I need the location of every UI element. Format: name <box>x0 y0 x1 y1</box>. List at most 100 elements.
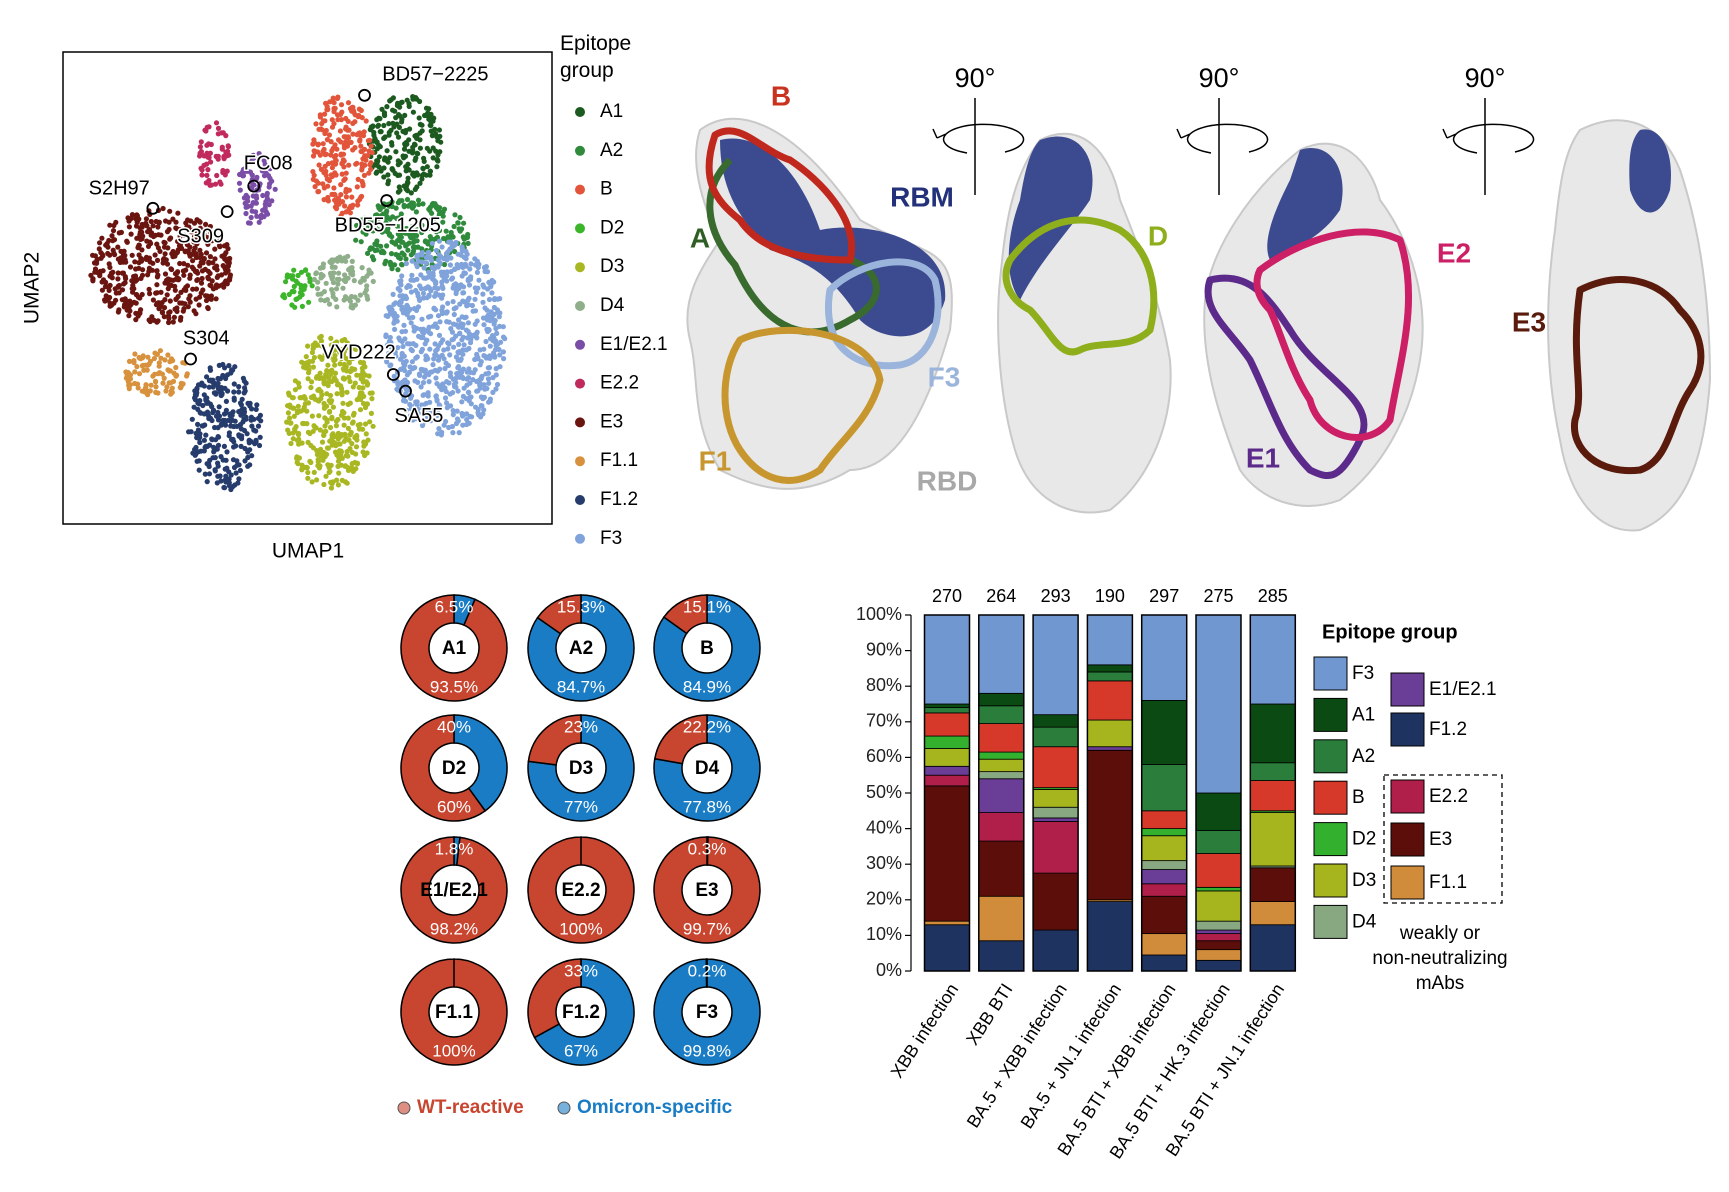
umap-point <box>428 331 434 337</box>
umap-point <box>474 353 480 360</box>
umap-point <box>103 279 109 285</box>
umap-point <box>162 271 169 277</box>
umap-point <box>225 246 231 252</box>
bar-segment <box>924 748 970 767</box>
umap-point <box>192 245 198 251</box>
umap-point <box>362 220 368 226</box>
umap-point <box>334 304 340 310</box>
umap-point <box>349 108 355 114</box>
umap-point <box>489 277 495 284</box>
umap-point <box>456 283 462 289</box>
umap-point <box>187 293 193 299</box>
umap-point <box>464 335 471 341</box>
umap-point <box>357 224 364 230</box>
umap-point <box>262 201 268 207</box>
umap-point <box>240 419 246 425</box>
umap-point <box>237 400 244 406</box>
umap-point <box>407 413 414 419</box>
legend-swatch <box>1313 780 1348 815</box>
legend-swatch <box>1313 863 1348 898</box>
umap-point <box>345 453 351 459</box>
umap-point <box>457 214 463 221</box>
umap-point <box>154 257 161 263</box>
legend-label: D2 <box>600 217 624 238</box>
umap-point <box>231 389 237 395</box>
umap-point <box>181 261 187 267</box>
umap-point <box>435 431 441 437</box>
umap-point <box>399 225 405 231</box>
umap-point <box>337 361 343 367</box>
umap-point <box>487 316 493 323</box>
legend-marker <box>575 107 585 117</box>
donut-title: A1 <box>442 638 467 659</box>
umap-point <box>486 327 492 333</box>
umap-point <box>399 350 405 357</box>
umap-point <box>326 132 332 138</box>
umap-point <box>339 477 345 483</box>
legend-marker <box>557 1101 571 1115</box>
legend-label: F1.1 <box>600 450 638 471</box>
umap-point <box>139 236 145 242</box>
umap-point <box>310 364 316 370</box>
umap-point <box>346 162 352 168</box>
umap-point <box>392 349 398 355</box>
bar-segment <box>1195 940 1242 951</box>
umap-point <box>283 279 289 285</box>
umap-point <box>159 371 165 377</box>
umap-point <box>398 299 404 305</box>
umap-point <box>428 257 435 263</box>
umap-point <box>381 174 387 180</box>
umap-point <box>214 172 220 179</box>
umap-point <box>327 408 333 414</box>
umap-point <box>410 239 417 245</box>
umap-point <box>391 373 397 379</box>
umap-point <box>295 403 301 409</box>
umap-point <box>343 194 349 200</box>
legend-marker <box>575 223 585 234</box>
umap-point <box>338 102 345 108</box>
bar-segment <box>1249 614 1296 705</box>
umap-point <box>480 411 486 417</box>
bar-segment <box>978 895 1025 942</box>
umap-point <box>147 388 153 394</box>
umap-point <box>154 282 160 288</box>
umap-point <box>223 398 229 404</box>
umap-point <box>400 360 407 366</box>
umap-point <box>168 356 175 362</box>
legend-label: A1 <box>1352 704 1375 725</box>
umap-point <box>236 384 242 390</box>
umap-point <box>151 355 157 362</box>
umap-point <box>402 336 408 342</box>
umap-point <box>435 257 441 263</box>
umap-point <box>181 306 187 312</box>
umap-point <box>410 109 416 115</box>
donut-segment <box>400 594 508 702</box>
umap-point <box>326 369 332 375</box>
umap-point <box>375 227 382 233</box>
umap-point <box>197 225 203 231</box>
legend-title-line: Epitope <box>560 32 631 55</box>
umap-point <box>371 257 377 263</box>
umap-point <box>465 375 472 381</box>
umap-point <box>329 165 335 171</box>
umap-point <box>266 202 272 208</box>
rotation-arrow <box>1176 123 1269 154</box>
umap-point <box>367 137 373 143</box>
umap-point <box>237 187 243 193</box>
y-tick-label: 10% <box>866 924 902 944</box>
y-tick-label: 80% <box>866 675 902 695</box>
umap-point <box>409 359 415 365</box>
umap-point <box>195 406 201 412</box>
umap-point <box>465 278 471 284</box>
umap-point <box>384 243 390 249</box>
umap-point <box>372 241 378 247</box>
umap-point <box>116 290 122 296</box>
umap-point <box>335 482 341 488</box>
umap-point <box>339 455 345 461</box>
umap-point <box>419 229 425 236</box>
umap-point <box>307 430 313 437</box>
umap-point <box>366 373 372 379</box>
umap-point <box>338 182 344 188</box>
umap-point <box>361 129 367 135</box>
umap-point <box>421 402 427 408</box>
